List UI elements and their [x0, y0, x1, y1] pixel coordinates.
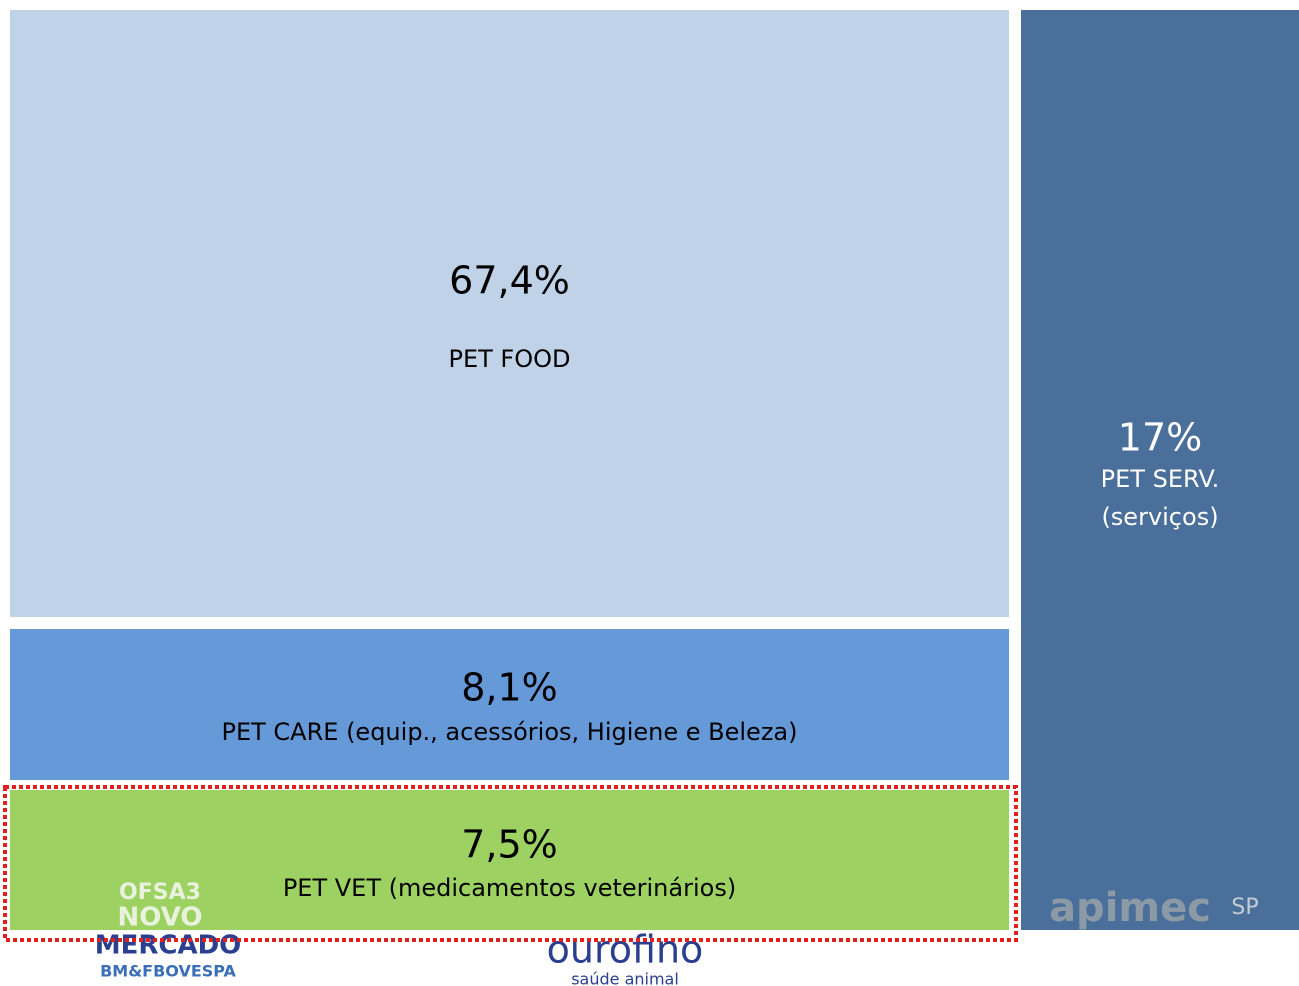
value-label: 17% [1118, 416, 1202, 460]
tile [1021, 10, 1299, 930]
logo-text: SP [1231, 895, 1258, 920]
highlight-border [3, 785, 1018, 942]
category-label: PET SERV. (serviços) [1101, 465, 1220, 531]
logo-text: apimec [1049, 885, 1211, 931]
logo-text: ourofino [547, 928, 704, 972]
tile [10, 629, 1009, 780]
category-label: PET VET (medicamentos veterinários) [283, 874, 736, 902]
value-label: 8,1% [461, 666, 558, 710]
logo-text: MERCADO [95, 931, 242, 961]
tile [10, 790, 1009, 930]
value-label: 67,4% [449, 259, 570, 303]
logo-text: saúde animal [571, 970, 679, 986]
logo-text: NOVO [118, 903, 203, 933]
tile [10, 10, 1009, 617]
category-label: PET FOOD [449, 345, 571, 373]
logo-text: BM&FBOVESPA [100, 962, 236, 981]
value-label: 7,5% [461, 823, 558, 867]
category-label: PET CARE (equip., acessórios, Higiene e … [222, 718, 798, 746]
logo-text: OFSA3 [119, 880, 201, 905]
